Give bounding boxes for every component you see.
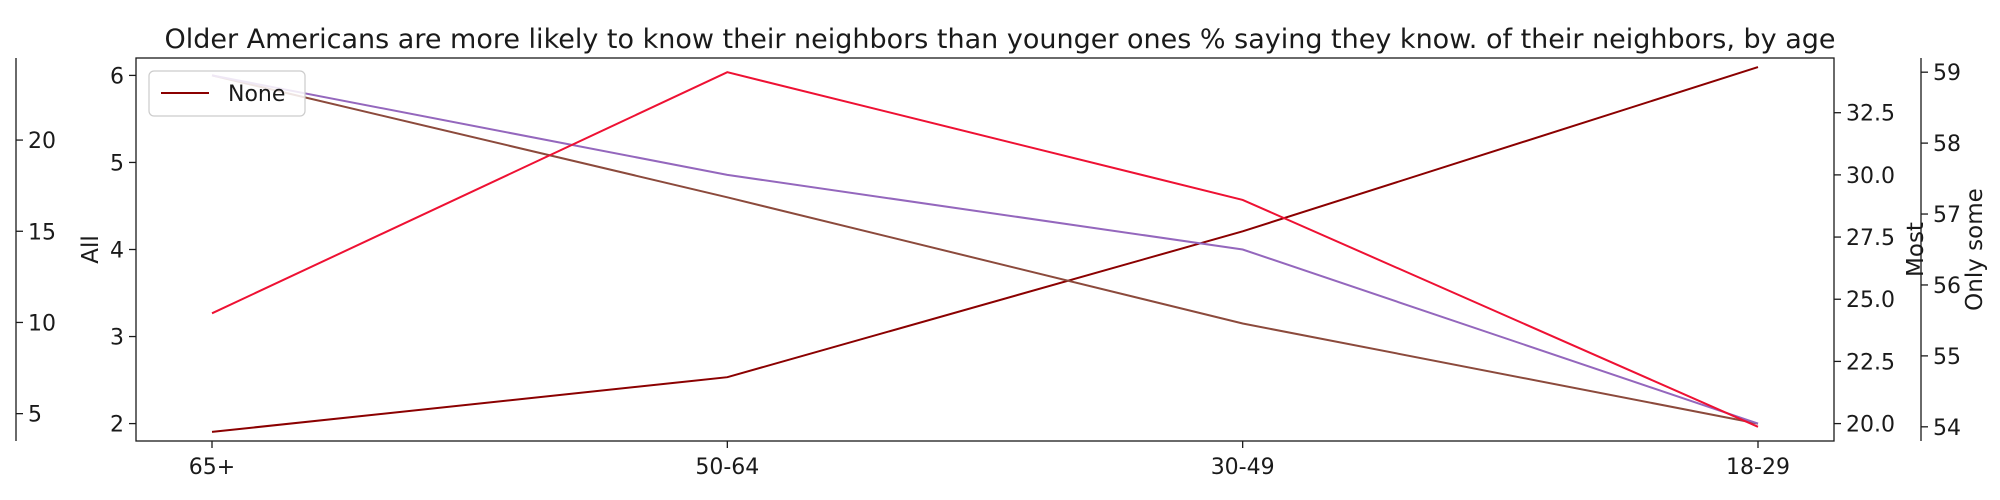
x-tick-label: 50-64 (695, 455, 759, 480)
only_some-axis-label: Only some (1962, 188, 1988, 311)
x-tick-label: 18-29 (1726, 455, 1790, 480)
legend-label: None (228, 82, 285, 107)
all-tick-label: 3 (110, 326, 124, 351)
all-tick-label: 6 (110, 64, 124, 89)
axes: 65+ 50-64 30-49 18-2923456All510152020.022.… (15, 57, 1988, 480)
x-tick-label: 65+ (189, 455, 235, 480)
all-tick-label: 2 (110, 413, 124, 438)
most-tick-label: 32.5 (1846, 102, 1895, 127)
only_some-tick-label: 57 (1933, 203, 1961, 228)
only_some-tick-label: 56 (1933, 274, 1961, 299)
only_some-tick-label: 59 (1933, 61, 1961, 86)
series-lines (211, 66, 1759, 433)
none-tick-label: 20 (28, 129, 56, 154)
all-tick-label: 4 (110, 239, 124, 264)
series-line-none (211, 66, 1759, 433)
only_some-tick-label: 54 (1933, 416, 1961, 441)
none-tick-label: 15 (28, 220, 56, 245)
plot-frame (135, 57, 1835, 442)
series-line-only-some (211, 71, 1759, 428)
legend: None (148, 70, 306, 117)
most-tick-label: 25.0 (1846, 288, 1895, 313)
none-tick-label: 5 (28, 403, 42, 428)
none-tick-label: 10 (28, 311, 56, 336)
x-tick-label: 30-49 (1211, 455, 1275, 480)
chart-title: Older Americans are more likely to know … (164, 24, 1835, 55)
only_some-tick-label: 55 (1933, 345, 1961, 370)
most-tick-label: 30.0 (1846, 164, 1895, 189)
most-tick-label: 22.5 (1846, 350, 1895, 375)
series-line-all (211, 74, 1759, 425)
all-axis-label: All (78, 235, 104, 264)
all-tick-label: 5 (110, 151, 124, 176)
most-tick-label: 20.0 (1846, 413, 1895, 438)
series-line-most (211, 74, 1759, 425)
only_some-tick-label: 58 (1933, 132, 1961, 157)
most-tick-label: 27.5 (1846, 226, 1895, 251)
legend-box (148, 70, 306, 117)
most-axis-label: Most (1903, 222, 1929, 277)
